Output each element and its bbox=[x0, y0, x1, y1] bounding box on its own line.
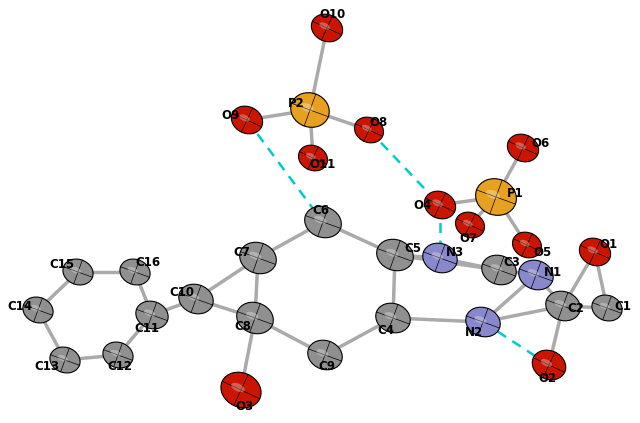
Ellipse shape bbox=[592, 295, 622, 321]
Text: N1: N1 bbox=[544, 266, 562, 278]
Ellipse shape bbox=[111, 350, 121, 356]
Text: O3: O3 bbox=[235, 401, 253, 414]
Ellipse shape bbox=[527, 269, 540, 277]
Text: O1: O1 bbox=[599, 237, 617, 250]
Text: O9: O9 bbox=[222, 109, 240, 121]
Ellipse shape bbox=[23, 297, 53, 323]
Text: O5: O5 bbox=[534, 245, 552, 258]
Ellipse shape bbox=[600, 303, 610, 309]
Text: C2: C2 bbox=[568, 302, 584, 314]
Ellipse shape bbox=[508, 134, 539, 162]
Ellipse shape bbox=[546, 291, 580, 321]
Text: N3: N3 bbox=[446, 245, 464, 258]
Ellipse shape bbox=[541, 359, 552, 367]
Text: P2: P2 bbox=[287, 96, 305, 110]
Text: P1: P1 bbox=[507, 187, 524, 200]
Ellipse shape bbox=[136, 301, 168, 329]
Text: C11: C11 bbox=[134, 321, 159, 335]
Ellipse shape bbox=[306, 153, 316, 159]
Text: N2: N2 bbox=[465, 326, 483, 338]
Ellipse shape bbox=[386, 249, 399, 257]
Ellipse shape bbox=[144, 310, 155, 316]
Text: O8: O8 bbox=[370, 115, 388, 129]
Text: O2: O2 bbox=[538, 371, 556, 385]
Ellipse shape bbox=[579, 238, 611, 266]
Text: O4: O4 bbox=[413, 198, 431, 212]
Text: C12: C12 bbox=[108, 360, 132, 374]
Ellipse shape bbox=[362, 125, 372, 132]
Ellipse shape bbox=[103, 342, 133, 368]
Ellipse shape bbox=[476, 179, 516, 215]
Ellipse shape bbox=[308, 340, 342, 370]
Ellipse shape bbox=[423, 243, 457, 273]
Ellipse shape bbox=[31, 305, 41, 311]
Ellipse shape bbox=[291, 93, 329, 127]
Ellipse shape bbox=[474, 316, 486, 324]
Text: C5: C5 bbox=[404, 242, 422, 255]
Ellipse shape bbox=[424, 191, 456, 219]
Ellipse shape bbox=[554, 300, 566, 308]
Text: O7: O7 bbox=[459, 231, 477, 244]
Ellipse shape bbox=[532, 350, 566, 380]
Text: C13: C13 bbox=[35, 360, 60, 373]
Ellipse shape bbox=[232, 106, 262, 134]
Ellipse shape bbox=[490, 264, 502, 272]
Ellipse shape bbox=[120, 259, 150, 285]
Ellipse shape bbox=[231, 383, 244, 392]
Text: O11: O11 bbox=[309, 157, 335, 170]
Ellipse shape bbox=[305, 206, 341, 238]
Text: C16: C16 bbox=[136, 255, 161, 269]
Ellipse shape bbox=[376, 303, 410, 333]
Ellipse shape bbox=[520, 240, 530, 247]
Text: O6: O6 bbox=[532, 137, 550, 149]
Ellipse shape bbox=[433, 199, 443, 206]
Ellipse shape bbox=[58, 355, 68, 361]
Ellipse shape bbox=[179, 284, 213, 314]
Text: C8: C8 bbox=[234, 319, 252, 332]
Ellipse shape bbox=[127, 267, 138, 273]
Ellipse shape bbox=[319, 22, 330, 30]
Text: O10: O10 bbox=[320, 8, 346, 20]
Ellipse shape bbox=[50, 347, 80, 373]
Ellipse shape bbox=[456, 212, 484, 238]
Ellipse shape bbox=[314, 216, 326, 224]
Ellipse shape bbox=[249, 252, 262, 260]
Ellipse shape bbox=[70, 267, 81, 273]
Text: C10: C10 bbox=[170, 286, 195, 299]
Ellipse shape bbox=[355, 117, 383, 143]
Ellipse shape bbox=[515, 143, 526, 150]
Ellipse shape bbox=[239, 114, 250, 122]
Ellipse shape bbox=[188, 293, 199, 301]
Ellipse shape bbox=[463, 220, 473, 226]
Text: C14: C14 bbox=[8, 300, 33, 313]
Ellipse shape bbox=[377, 239, 413, 271]
Text: C1: C1 bbox=[614, 299, 632, 313]
Text: C15: C15 bbox=[49, 258, 75, 272]
Ellipse shape bbox=[316, 349, 328, 357]
Ellipse shape bbox=[246, 312, 259, 320]
Text: C4: C4 bbox=[378, 324, 394, 337]
Ellipse shape bbox=[301, 103, 314, 112]
Ellipse shape bbox=[519, 260, 553, 290]
Ellipse shape bbox=[298, 145, 328, 171]
Text: C9: C9 bbox=[319, 360, 335, 373]
Ellipse shape bbox=[513, 232, 541, 258]
Ellipse shape bbox=[486, 190, 500, 199]
Ellipse shape bbox=[239, 242, 276, 274]
Text: C6: C6 bbox=[312, 203, 330, 217]
Ellipse shape bbox=[237, 302, 273, 334]
Ellipse shape bbox=[588, 246, 598, 254]
Text: C3: C3 bbox=[504, 256, 520, 269]
Ellipse shape bbox=[482, 255, 516, 285]
Ellipse shape bbox=[466, 307, 500, 337]
Ellipse shape bbox=[385, 312, 396, 319]
Ellipse shape bbox=[221, 372, 261, 408]
Ellipse shape bbox=[63, 259, 93, 285]
Ellipse shape bbox=[312, 14, 342, 42]
Text: C7: C7 bbox=[234, 247, 250, 259]
Ellipse shape bbox=[431, 252, 444, 260]
